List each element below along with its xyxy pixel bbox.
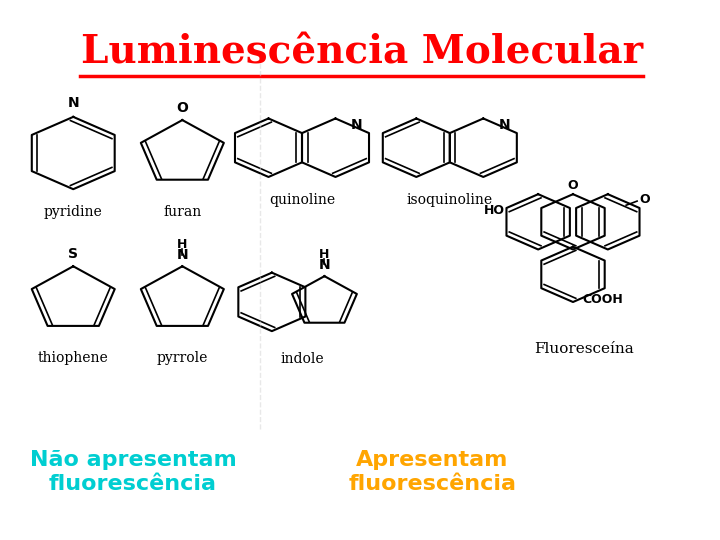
Text: Luminescência Molecular: Luminescência Molecular [81,33,643,71]
Text: Fluoresceína: Fluoresceína [534,342,634,356]
Text: indole: indole [280,353,324,367]
Text: HO: HO [484,204,505,217]
Text: Apresentam
fluorescência: Apresentam fluorescência [348,450,516,494]
Text: furan: furan [163,205,202,219]
Text: isoquinoline: isoquinoline [407,193,493,207]
Text: pyridine: pyridine [44,205,103,219]
Text: N: N [499,118,510,132]
Text: quinoline: quinoline [269,193,335,207]
Text: Não apresentam
fluorescência: Não apresentam fluorescência [30,450,236,494]
Text: N: N [176,248,188,262]
Text: thiophene: thiophene [38,351,109,365]
Text: O: O [567,179,578,192]
Text: O: O [639,193,649,206]
Text: H: H [177,238,187,252]
Text: O: O [176,101,188,115]
Text: H: H [319,248,330,261]
Text: N: N [68,96,79,110]
Text: N: N [351,118,363,132]
Text: N: N [319,258,330,272]
Text: COOH: COOH [582,293,623,306]
Text: S: S [68,247,78,261]
Text: pyrrole: pyrrole [157,351,208,365]
